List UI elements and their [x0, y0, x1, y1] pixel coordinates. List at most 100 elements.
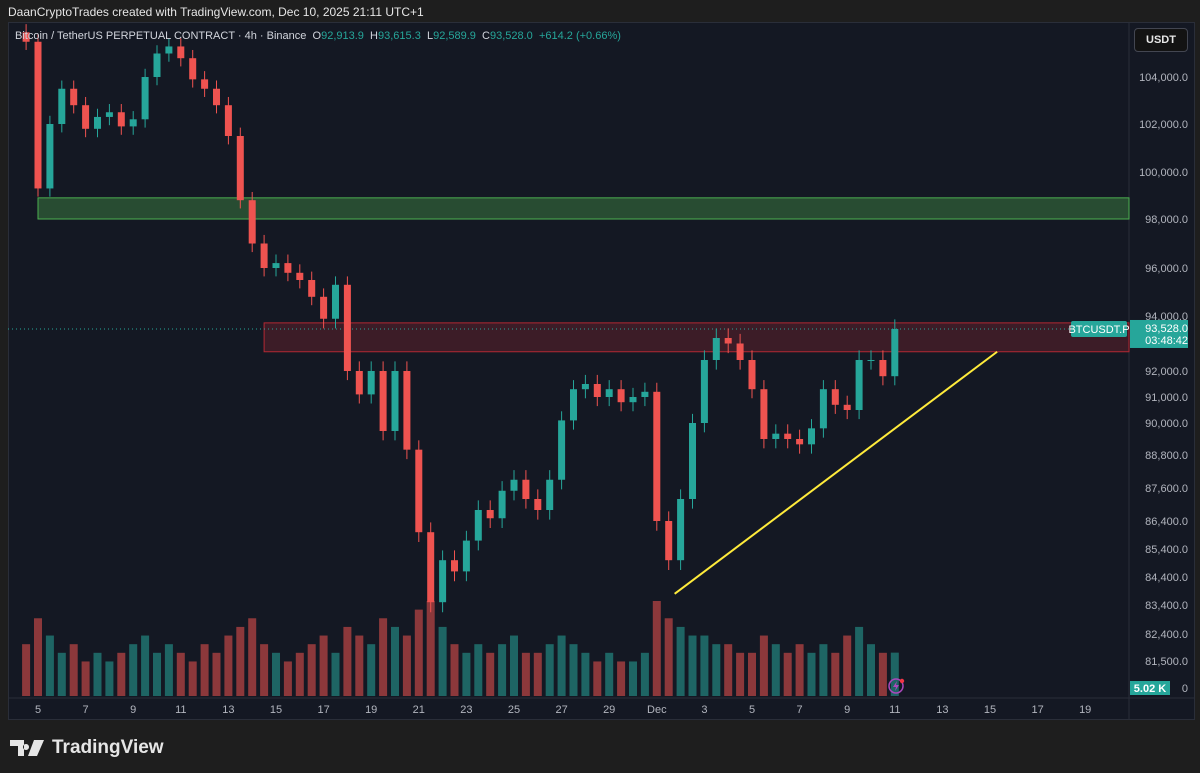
volume-bar [81, 661, 90, 696]
volume-bar [45, 635, 54, 696]
symbol-badge-label: BTCUSDT.P [1068, 324, 1129, 336]
candle-body [439, 560, 447, 603]
volume-bar [105, 661, 114, 696]
candle-body [736, 343, 744, 360]
candle-body [82, 105, 90, 129]
volume-bar [712, 644, 721, 696]
volume-bar [878, 652, 887, 696]
candle-body [403, 371, 411, 450]
high-value: 93,615.3 [378, 30, 421, 42]
volume-bar [676, 626, 685, 696]
price-tick-label: 87,600.0 [1145, 483, 1188, 495]
lightning-icon [888, 678, 904, 694]
volume-bar [521, 652, 530, 696]
candle-body [570, 389, 577, 421]
candle-body [593, 384, 601, 397]
time-tick-label: 15 [984, 704, 996, 716]
candle-body [677, 499, 685, 561]
last-price-badge [1130, 319, 1188, 348]
volume-bar [640, 652, 649, 696]
volume-bar [759, 635, 768, 696]
time-tick-label: 11 [889, 704, 900, 716]
time-tick-label: 19 [365, 704, 377, 716]
volume-bar [498, 644, 507, 696]
volume-bar [355, 635, 364, 696]
volume-bar [426, 601, 435, 696]
price-tick-label: 92,000.0 [1145, 366, 1188, 378]
candle-body [105, 112, 113, 117]
price-tick-label: 90,000.0 [1145, 418, 1188, 430]
time-tick-label: 3 [701, 704, 707, 716]
volume-bar [260, 644, 269, 696]
volume-bar [402, 635, 411, 696]
close-value: 93,528.0 [489, 30, 533, 42]
volume-bar [129, 644, 138, 696]
candle-body [260, 243, 268, 268]
candle-body [641, 391, 649, 397]
candle-body [700, 360, 708, 423]
volume-bar [700, 635, 709, 696]
volume-bar [283, 661, 292, 696]
candle-body [248, 200, 256, 244]
candle-body [784, 433, 792, 439]
time-tick-label: 9 [844, 704, 850, 716]
price-tick-label: 82,400.0 [1145, 629, 1188, 641]
candle-body [546, 479, 554, 510]
candle-body [355, 371, 363, 395]
candle-body [34, 41, 42, 189]
volume-bar [272, 652, 280, 696]
alert-dot-icon [899, 678, 905, 684]
candle-body [843, 404, 851, 410]
candle-body [617, 389, 625, 403]
brand-name: TradingView [52, 737, 164, 758]
price-tick-label: 83,400.0 [1145, 600, 1188, 612]
volume-bar [605, 652, 614, 696]
candle-body [58, 88, 66, 124]
volume-bar [414, 609, 423, 696]
price-tick-label: 81,500.0 [1145, 656, 1188, 668]
candlestick-chart[interactable]: 104,000.0 102,000.0 100,000.0 98,000.0 96,00… [8, 22, 1195, 720]
candle-body [70, 88, 78, 106]
candle-body [284, 263, 292, 273]
time-tick-label: 15 [270, 704, 282, 716]
time-tick-label: 17 [1031, 704, 1043, 716]
candle-body [308, 280, 316, 297]
candle-body [427, 532, 435, 603]
symbol-legend: Bitcoin / TetherUS PERPETUAL CONTRACT · … [15, 30, 621, 42]
low-value: 92,589.9 [433, 30, 476, 42]
volume-bar [664, 618, 673, 696]
lightning-bolt-icon [893, 681, 899, 691]
volume-bar [581, 652, 590, 696]
volume-bar [391, 626, 399, 696]
time-tick-label: 27 [555, 704, 567, 716]
volume-bar [831, 652, 840, 696]
volume-bar [569, 644, 578, 696]
volume-bar [22, 644, 31, 696]
candle-body [498, 490, 506, 519]
time-tick-label: 21 [413, 704, 425, 716]
candle-body [224, 105, 232, 136]
tradingview-logo[interactable]: TradingView [10, 737, 164, 759]
candle-body [391, 371, 399, 431]
volume-bar [819, 644, 828, 696]
time-tick-label: 19 [1079, 704, 1091, 716]
tradingview-logo-icon [10, 740, 44, 756]
volume-bar [533, 652, 542, 696]
volume-bar [164, 644, 173, 696]
price-tick-label: 91,000.0 [1145, 392, 1188, 404]
volume-bar [843, 635, 852, 696]
volume-bar [248, 618, 257, 696]
volume-bar [783, 652, 792, 696]
volume-bar [771, 644, 780, 696]
volume-bar [438, 626, 447, 696]
volume-bar [200, 644, 209, 696]
volume-bar [176, 652, 185, 696]
time-tick-label: 29 [603, 704, 615, 716]
candle-body [343, 284, 351, 371]
candle-body [867, 360, 875, 361]
candle-body [831, 389, 839, 405]
volume-bar [557, 635, 566, 696]
volume-bar [379, 618, 388, 696]
volume-bar [57, 652, 66, 696]
currency-button[interactable]: USDT [1134, 28, 1188, 52]
